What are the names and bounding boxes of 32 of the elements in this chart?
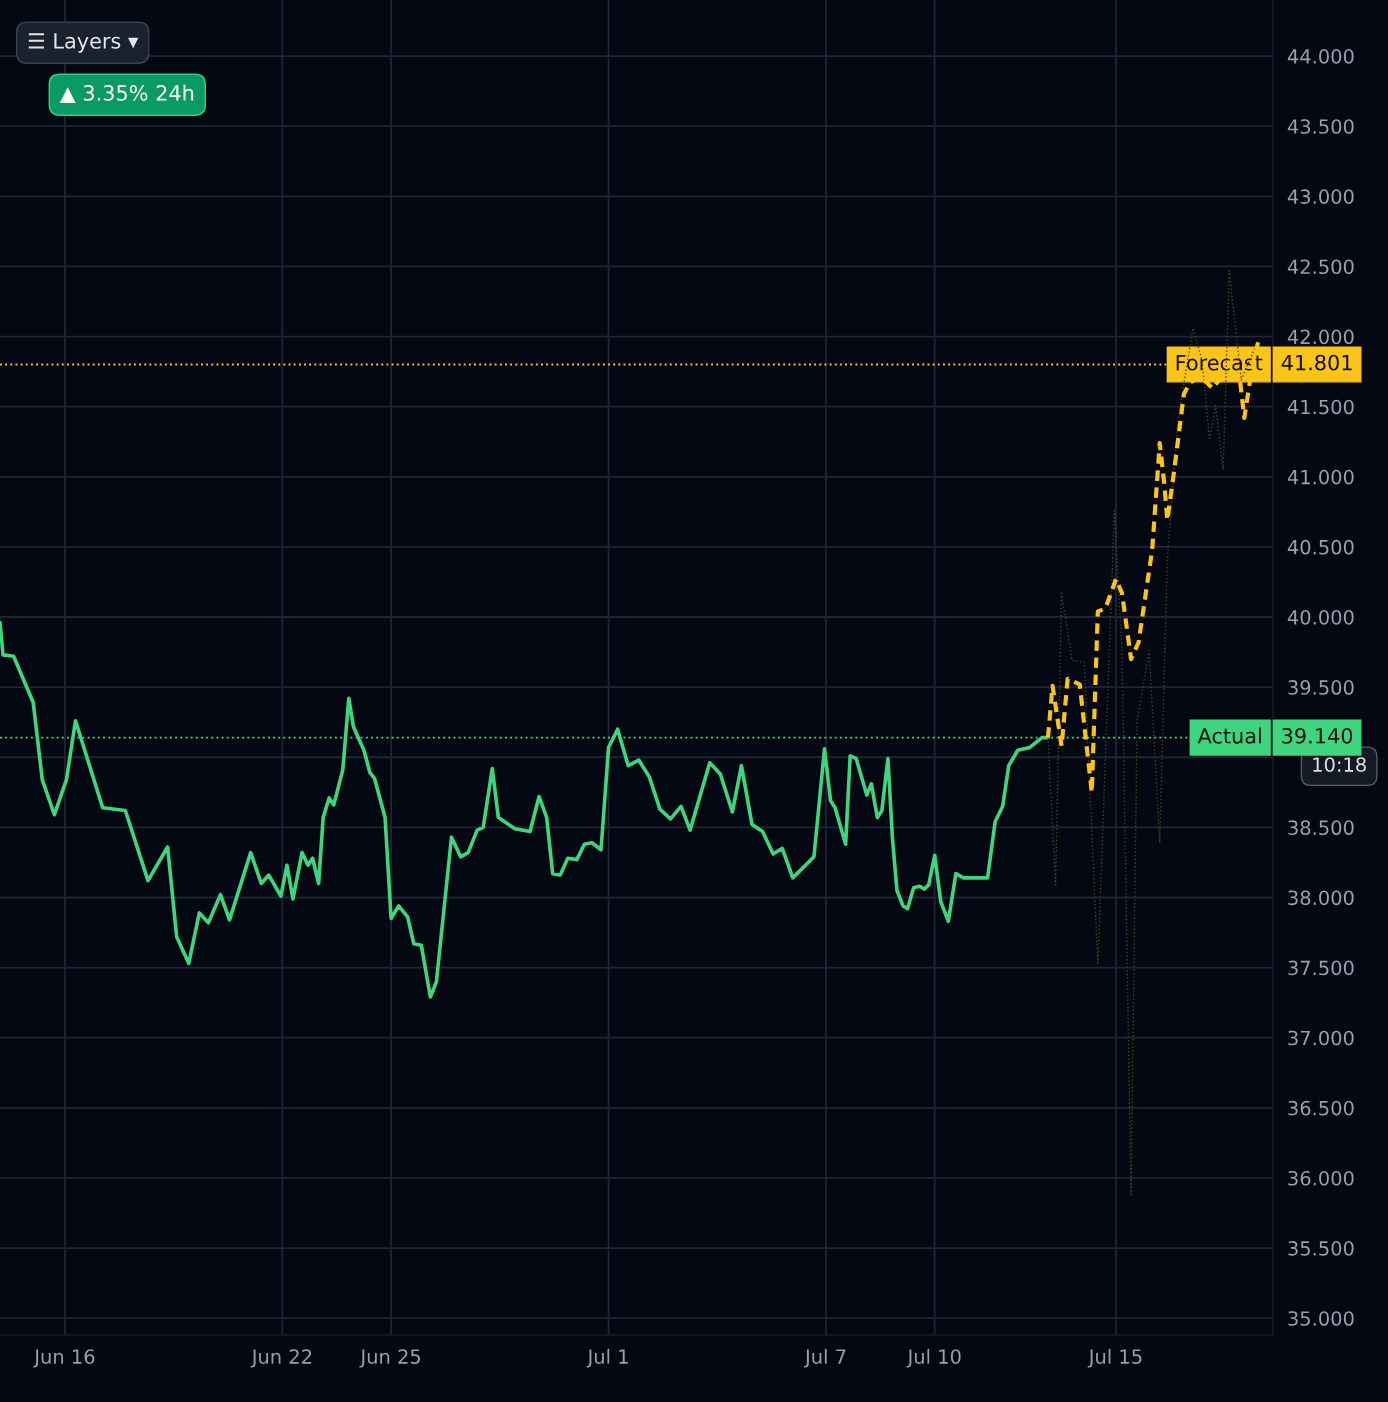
y-tick-label: 37.000 bbox=[1288, 1030, 1354, 1046]
y-tick-label: 42.500 bbox=[1287, 259, 1354, 275]
y-tick-label: 35.000 bbox=[1288, 1311, 1354, 1326]
y-tick-label: 44.000 bbox=[1287, 49, 1354, 64]
annotation: ☰ Layers ▾ bbox=[28, 33, 139, 53]
y-tick-label: 40.000 bbox=[1287, 609, 1354, 625]
y-tick-label: 41.000 bbox=[1287, 469, 1354, 485]
y-tick-label: 36.500 bbox=[1288, 1100, 1354, 1116]
y-tick-label: 41.500 bbox=[1287, 399, 1354, 415]
text: 10:18 bbox=[1313, 757, 1366, 772]
x-tick-label: Jul 15 bbox=[1087, 1348, 1142, 1368]
ref-line-label: Actual bbox=[1197, 727, 1261, 744]
x-tick-label: Jun 16 bbox=[33, 1349, 95, 1368]
x-tick-label: Jun 25 bbox=[359, 1349, 421, 1368]
y-tick-label: 43.000 bbox=[1287, 189, 1354, 204]
y-tick-label: 42.000 bbox=[1287, 329, 1354, 345]
ref-line-label: Forecast bbox=[1176, 355, 1263, 371]
annotation: ▲ 3.35% 24h bbox=[59, 84, 194, 104]
x-tick-label: Jun 22 bbox=[250, 1349, 312, 1368]
text: 41.801 bbox=[1281, 354, 1352, 371]
y-tick-label: 39.500 bbox=[1288, 680, 1354, 695]
x-tick-label: Jul 10 bbox=[906, 1348, 961, 1368]
y-tick-label: 43.500 bbox=[1287, 119, 1354, 134]
y-tick-label: 37.500 bbox=[1288, 960, 1354, 976]
y-tick-label: 38.000 bbox=[1288, 890, 1354, 906]
y-tick-label: 38.500 bbox=[1288, 820, 1354, 836]
y-tick-label: 40.500 bbox=[1287, 539, 1354, 555]
text: 39.140 bbox=[1282, 727, 1353, 744]
y-tick-label: 36.000 bbox=[1288, 1170, 1354, 1186]
x-tick-label: Jul 1 bbox=[586, 1348, 628, 1368]
x-tick-label: Jul 7 bbox=[804, 1348, 846, 1368]
y-tick-label: 35.500 bbox=[1288, 1241, 1354, 1256]
